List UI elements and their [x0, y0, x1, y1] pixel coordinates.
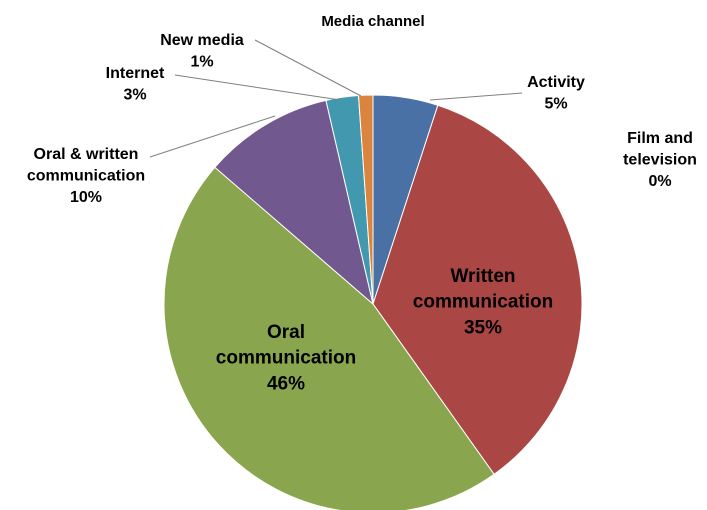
- label-internet: Internet 3%: [106, 65, 165, 104]
- label-new-media: New media 1%: [160, 32, 244, 71]
- slice-oral-and-written-communication: [214, 99, 374, 306]
- leader-line-activity: [429, 92, 523, 101]
- leader-line-internet: [174, 74, 341, 101]
- slice-labels: Activity 5% Written communication 35% Oral com…: [27, 32, 697, 394]
- label-oral-and-written-communication: Oral & written communication 10%: [27, 146, 145, 206]
- label-film-and-television: Film and television 0%: [623, 130, 697, 190]
- label-activity: Activity 5%: [527, 74, 585, 113]
- leader-line-new-media: [254, 39, 362, 97]
- pie-slices: [163, 94, 583, 510]
- leader-line-oral-and-written-communication: [149, 115, 276, 158]
- label-oral-communication: Oral communication 46%: [216, 322, 356, 394]
- leader-lines: [149, 39, 523, 158]
- label-written-communication: Written communication 35%: [413, 266, 553, 338]
- chart-title: Media channel: [321, 13, 424, 30]
- slice-oral-communication: [163, 166, 495, 510]
- slice-new-media: [357, 94, 374, 305]
- slice-written-communication: [372, 104, 583, 476]
